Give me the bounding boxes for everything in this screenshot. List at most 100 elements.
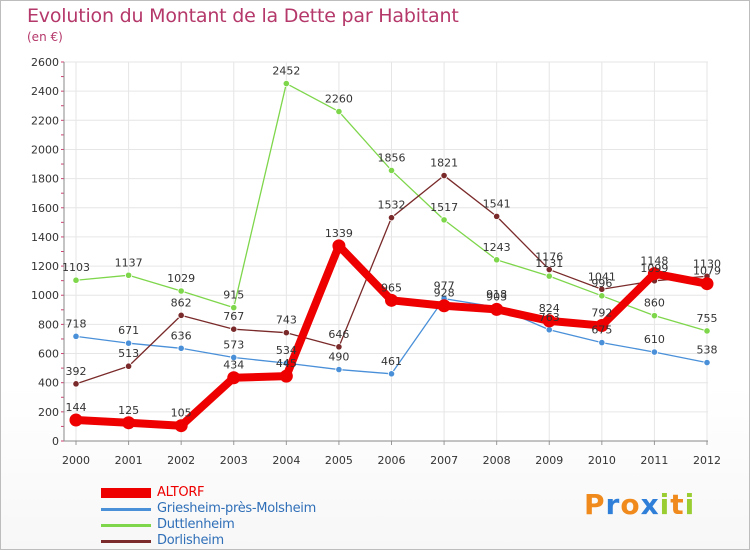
data-label: 610 bbox=[644, 333, 665, 346]
data-point bbox=[440, 216, 448, 224]
x-tick-label: 2003 bbox=[220, 454, 248, 467]
data-point bbox=[385, 293, 398, 307]
x-tick-label: 2004 bbox=[272, 454, 300, 467]
data-label: 965 bbox=[381, 281, 402, 294]
y-tick-label: 2000 bbox=[31, 143, 59, 156]
data-label: 490 bbox=[328, 351, 349, 364]
y-tick-label: 1800 bbox=[31, 173, 59, 186]
x-tick-label: 2006 bbox=[378, 454, 406, 467]
data-label: 824 bbox=[539, 302, 560, 315]
data-point bbox=[493, 256, 501, 264]
x-tick-label: 2009 bbox=[535, 454, 563, 467]
data-label: 918 bbox=[486, 288, 507, 301]
data-label: 1541 bbox=[483, 197, 511, 210]
data-point bbox=[72, 276, 80, 284]
data-label: 1099 bbox=[640, 262, 668, 275]
data-point bbox=[437, 299, 451, 313]
legend-swatch-altorf bbox=[101, 488, 151, 498]
data-point bbox=[279, 369, 293, 383]
data-label: 1532 bbox=[378, 199, 406, 212]
y-tick-label: 2600 bbox=[31, 56, 59, 69]
data-label: 1131 bbox=[535, 257, 563, 270]
data-point bbox=[177, 287, 185, 295]
x-tick-label: 2012 bbox=[693, 454, 721, 467]
data-label: 763 bbox=[539, 311, 560, 324]
data-label: 928 bbox=[434, 287, 455, 300]
data-point bbox=[124, 339, 133, 347]
data-point bbox=[72, 332, 80, 340]
data-label: 144 bbox=[66, 401, 87, 414]
data-label: 2260 bbox=[325, 93, 353, 106]
logo-letter: x bbox=[640, 488, 660, 521]
data-label: 903 bbox=[486, 290, 507, 303]
data-label: 105 bbox=[171, 407, 192, 420]
data-label: 1029 bbox=[167, 272, 195, 285]
logo-letter: t bbox=[670, 488, 685, 521]
plot-area bbox=[64, 62, 708, 441]
x-tick-label: 2000 bbox=[62, 454, 90, 467]
data-label: 862 bbox=[171, 296, 192, 309]
data-point bbox=[174, 419, 188, 433]
data-label: 1103 bbox=[62, 261, 90, 274]
data-point bbox=[282, 329, 290, 337]
x-tick-label: 2001 bbox=[115, 454, 143, 467]
chart-title: Evolution du Montant de la Dette par Hab… bbox=[27, 5, 459, 27]
data-label: 743 bbox=[276, 314, 297, 327]
logo-letter: P bbox=[584, 488, 606, 521]
data-label: 1137 bbox=[115, 256, 143, 269]
data-point bbox=[493, 212, 501, 220]
data-label: 1148 bbox=[640, 255, 668, 268]
data-point bbox=[545, 326, 553, 334]
data-label: 1821 bbox=[430, 157, 458, 170]
data-label: 1243 bbox=[483, 241, 511, 254]
data-label: 1517 bbox=[430, 201, 458, 214]
y-tick-label: 1400 bbox=[31, 231, 59, 244]
data-label: 461 bbox=[381, 355, 402, 368]
x-tick-label: 2011 bbox=[640, 454, 668, 467]
data-label: 1130 bbox=[693, 257, 721, 270]
data-label: 755 bbox=[697, 312, 718, 325]
data-label: 1339 bbox=[325, 227, 353, 240]
data-point bbox=[387, 166, 396, 175]
data-point bbox=[598, 285, 606, 293]
legend-label-dorlisheim: Dorlisheim bbox=[157, 533, 224, 548]
data-label: 538 bbox=[697, 344, 718, 357]
y-tick-label: 200 bbox=[38, 406, 59, 419]
data-label: 1041 bbox=[588, 270, 616, 283]
data-label: 534 bbox=[276, 344, 297, 357]
data-point bbox=[387, 214, 396, 222]
data-point bbox=[440, 171, 448, 180]
data-point bbox=[177, 311, 185, 319]
data-label: 646 bbox=[328, 328, 349, 341]
x-tick-label: 2008 bbox=[483, 454, 511, 467]
data-point bbox=[650, 312, 659, 320]
proxiti-logo: Proxiti bbox=[584, 488, 695, 521]
data-point bbox=[335, 107, 343, 116]
legend-swatch-duttlenheim bbox=[101, 524, 151, 527]
data-point bbox=[230, 304, 238, 312]
data-label: 977 bbox=[434, 280, 455, 293]
logo-letter: i bbox=[659, 488, 671, 521]
data-point bbox=[332, 239, 346, 253]
data-point bbox=[69, 413, 83, 427]
data-label: 1856 bbox=[378, 151, 406, 164]
data-point bbox=[227, 371, 241, 385]
y-tick-label: 2200 bbox=[31, 114, 59, 127]
data-label: 767 bbox=[223, 310, 244, 323]
data-point bbox=[122, 416, 136, 430]
logo-letter: o bbox=[620, 488, 641, 521]
legend-swatch-griesheim bbox=[101, 508, 151, 511]
logo-letter: i bbox=[684, 488, 696, 521]
data-point bbox=[598, 292, 606, 300]
data-point bbox=[282, 79, 290, 88]
data-label: 718 bbox=[66, 317, 87, 330]
data-point bbox=[703, 358, 711, 367]
data-point bbox=[545, 265, 553, 274]
data-point bbox=[650, 348, 659, 356]
data-label: 675 bbox=[591, 324, 612, 337]
x-tick-label: 2005 bbox=[325, 454, 353, 467]
data-point bbox=[700, 277, 714, 291]
legend-label-griesheim: Griesheim-près-Molsheim bbox=[157, 501, 316, 516]
y-tick-label: 600 bbox=[38, 348, 59, 361]
